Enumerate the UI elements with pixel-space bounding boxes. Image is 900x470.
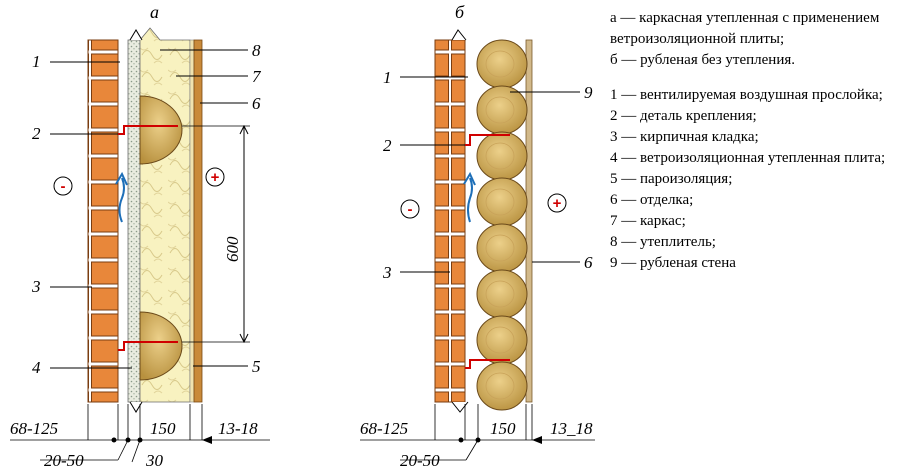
- log-ring-4: [485, 188, 515, 216]
- section-b-title: б: [455, 2, 465, 22]
- label-1-a: 1: [32, 52, 41, 71]
- label-2-a: 2: [32, 124, 41, 143]
- frame-log-top-a: [139, 95, 183, 165]
- legend: а — каркасная утепленная с применением в…: [610, 8, 895, 274]
- legend-variant-b: б — рубленая без утепления.: [610, 52, 796, 68]
- brick-wall-b: [434, 39, 466, 403]
- label-1-b: 1: [383, 68, 392, 87]
- legend-variant-a: а — каркасная утепленная с применением в…: [610, 10, 880, 47]
- vapour-barrier-a: [189, 39, 195, 403]
- log-ring-8: [485, 372, 515, 400]
- dim-finish-b: 13_18: [550, 419, 593, 438]
- finish-a: [193, 39, 203, 403]
- legend-item-5: 5 — пароизоляция;: [610, 171, 733, 187]
- legend-item-8: 8 — утеплитель;: [610, 234, 716, 250]
- log-7: [476, 315, 528, 365]
- legend-item-2: 2 — деталь крепления;: [610, 108, 757, 124]
- legend-item-3: 3 — кирпичная кладка;: [610, 129, 759, 145]
- warm-side-sign-b: +: [553, 195, 562, 212]
- legend-item-4: 4 — ветроизоляционная утепленная плита;: [610, 150, 886, 166]
- dim-insul-a: 150: [150, 419, 176, 438]
- cold-side-sign-b: -: [408, 201, 413, 218]
- dim-plate-a: 30: [145, 451, 164, 470]
- log-wall-b: [476, 39, 528, 411]
- label-7-a: 7: [252, 67, 262, 86]
- log-1: [476, 39, 528, 89]
- log-ring-1: [485, 50, 515, 78]
- dim-gap-b: 20-50: [400, 451, 440, 470]
- legend-item-1: 1 — вентилируемая воздушная прослойка;: [610, 87, 883, 103]
- legend-item-6: 6 — отделка;: [610, 192, 694, 208]
- log-ring-5: [485, 234, 515, 262]
- dim-600-a: 600: [223, 236, 242, 262]
- frame-log-bottom-a: [139, 311, 183, 381]
- log-3: [476, 131, 528, 181]
- dim-gap-a: 20-50: [44, 451, 84, 470]
- wind-plate-a: [127, 39, 141, 403]
- log-5: [476, 223, 528, 273]
- fastener-bottom-b: [465, 359, 510, 369]
- label-4-a: 4: [32, 358, 41, 377]
- log-ring-3: [485, 142, 515, 170]
- section-a: а - + 1 2 3 4 8: [10, 2, 270, 470]
- dim-finish-a: 13-18: [218, 419, 258, 438]
- warm-side-sign-a: +: [211, 169, 220, 186]
- dim-brick-b: 68-125: [360, 419, 408, 438]
- log-ring-6: [485, 280, 515, 308]
- label-2-b: 2: [383, 136, 392, 155]
- airflow-arrow-b: [467, 177, 473, 223]
- dim-brick-a: 68-125: [10, 419, 58, 438]
- label-3-b: 3: [382, 263, 392, 282]
- dim-log-b: 150: [490, 419, 516, 438]
- log-6: [476, 269, 528, 319]
- label-6-b: 6: [584, 253, 593, 272]
- label-5-a: 5: [252, 357, 261, 376]
- log-8: [476, 361, 528, 411]
- dimension-chain-b: [360, 404, 595, 441]
- cold-side-sign-a: -: [61, 178, 66, 195]
- label-3-a: 3: [31, 277, 41, 296]
- fastener-top-a: [118, 125, 178, 135]
- legend-item-9: 9 — рубленая стена: [610, 255, 736, 271]
- log-ring-2: [485, 96, 515, 124]
- finish-b: [525, 39, 533, 403]
- fastener-top-b: [465, 134, 510, 146]
- log-4: [476, 177, 528, 227]
- airflow-arrow-a: [118, 177, 125, 223]
- dimension-chain-a: [10, 404, 270, 441]
- log-ring-7: [485, 326, 515, 354]
- label-9-b: 9: [584, 83, 593, 102]
- fastener-bottom-a: [118, 341, 178, 351]
- section-b: б - + 1 2 3 9 6: [360, 2, 595, 470]
- log-2: [476, 85, 528, 135]
- legend-item-7: 7 — каркас;: [610, 213, 686, 229]
- label-6-a: 6: [252, 94, 261, 113]
- label-8-a: 8: [252, 41, 261, 60]
- brick-wall-a: [87, 39, 119, 403]
- section-a-title: а: [150, 2, 159, 22]
